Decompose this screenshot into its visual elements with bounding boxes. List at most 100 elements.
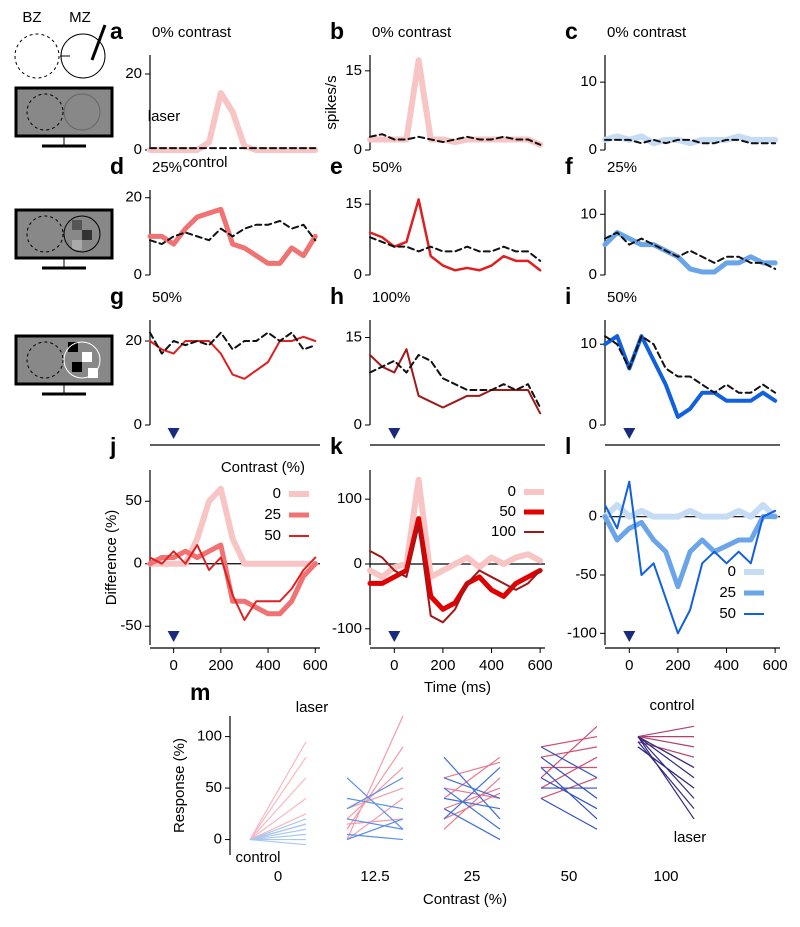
subtitle: 0% contrast — [607, 24, 687, 41]
stimulus-marker — [167, 631, 180, 642]
slope-line — [346, 818, 404, 825]
y-tick-label: 15 — [345, 195, 362, 212]
y-tick-label: 0 — [134, 555, 142, 572]
slope-line — [249, 828, 307, 841]
series-line — [602, 514, 778, 590]
x-tick-label: 200 — [665, 657, 690, 674]
slope-line — [637, 746, 695, 789]
legend-label: 0 — [273, 485, 281, 502]
subtitle: 50% — [152, 289, 182, 306]
panel-letter: m — [190, 679, 210, 705]
slope-line — [249, 823, 307, 841]
series-line — [604, 231, 777, 270]
slope-line — [249, 797, 307, 841]
electrode — [90, 24, 107, 61]
x-tick-label: 600 — [763, 657, 788, 674]
slope-line — [637, 736, 695, 769]
slope-line — [540, 767, 598, 820]
stimulus-marker — [167, 428, 180, 439]
slope-line — [443, 797, 501, 810]
x-tick-label: 600 — [528, 657, 553, 674]
series-line — [602, 502, 779, 520]
bz-circle — [14, 33, 60, 79]
annotation: laser — [296, 699, 329, 716]
y-tick-label: 100 — [337, 490, 362, 507]
series-line — [602, 230, 778, 275]
slope-line — [540, 746, 598, 758]
series-line — [369, 524, 542, 624]
y-tick-label: 0 — [589, 416, 597, 433]
y-tick-label: 0 — [589, 508, 597, 525]
series-line — [368, 198, 542, 272]
y-tick-label: 50 — [125, 492, 142, 509]
stimulus-marker — [388, 631, 401, 642]
slope-line — [540, 797, 598, 830]
y-tick-label: 0 — [354, 266, 362, 283]
y-tick-label: 10 — [580, 73, 597, 90]
legend-label: 0 — [728, 563, 736, 580]
y-tick-label: -50 — [575, 566, 597, 583]
series-line — [602, 133, 779, 147]
annotation: laser — [148, 108, 181, 125]
panel-letter: f — [565, 153, 573, 179]
slope-line — [443, 792, 501, 820]
panel-letter: b — [330, 18, 344, 44]
y-tick-label: 20 — [125, 65, 142, 82]
series-line — [369, 236, 542, 262]
panel-letter: k — [330, 433, 343, 459]
x-tick-label: 600 — [303, 657, 328, 674]
panel-letter: i — [565, 283, 571, 309]
legend-label: 50 — [499, 503, 516, 520]
x-axis-label: Contrast (%) — [423, 891, 507, 908]
subtitle: 50% — [372, 159, 402, 176]
panel-letter: h — [330, 283, 344, 309]
slope-line — [249, 813, 307, 841]
y-tick-label: 15 — [345, 328, 362, 345]
legend-label: 100 — [491, 523, 516, 540]
series-line — [369, 133, 542, 146]
slope-line — [443, 777, 501, 799]
slope-line — [443, 761, 501, 779]
slope-line — [637, 741, 695, 810]
slope-line — [637, 736, 695, 748]
slope-line — [443, 756, 501, 799]
slope-line — [540, 746, 598, 779]
monitor — [14, 86, 114, 148]
subtitle: 0% contrast — [152, 24, 232, 41]
panel-letter: l — [565, 433, 571, 459]
x-tick-label: 400 — [479, 657, 504, 674]
series-line — [147, 90, 319, 153]
y-tick-label: 0 — [134, 266, 142, 283]
y-tick-label: 0 — [354, 141, 362, 158]
x-axis-label: Time (ms) — [424, 679, 491, 696]
slope-line — [346, 746, 404, 830]
x-tick-label: 400 — [256, 657, 281, 674]
category-label: 50 — [561, 868, 578, 885]
annotation: laser — [674, 829, 707, 846]
subtitle: 25% — [152, 159, 182, 176]
legend-label: 50 — [719, 605, 736, 622]
y-tick-label: -50 — [120, 617, 142, 634]
y-axis-label: spikes/s — [323, 75, 340, 129]
series-line — [149, 331, 317, 355]
y-tick-label: 15 — [345, 62, 362, 79]
x-tick-label: 0 — [625, 657, 633, 674]
panel-letter: a — [110, 18, 123, 44]
stimulus-marker — [623, 631, 636, 642]
subtitle: 100% — [372, 289, 410, 306]
x-tick-label: 0 — [390, 657, 398, 674]
slope-line — [249, 777, 307, 840]
series-line — [604, 480, 777, 635]
slope-line — [249, 838, 307, 846]
slope-line — [346, 715, 404, 840]
subtitle: 50% — [607, 289, 637, 306]
category-label: 100 — [653, 868, 678, 885]
x-tick-label: 200 — [430, 657, 455, 674]
y-tick-label: 10 — [580, 335, 597, 352]
slope-line — [443, 787, 501, 830]
slope-line — [346, 787, 404, 810]
bz-label: BZ — [22, 9, 41, 26]
panel-letter: d — [110, 153, 124, 179]
x-tick-label: 200 — [208, 657, 233, 674]
